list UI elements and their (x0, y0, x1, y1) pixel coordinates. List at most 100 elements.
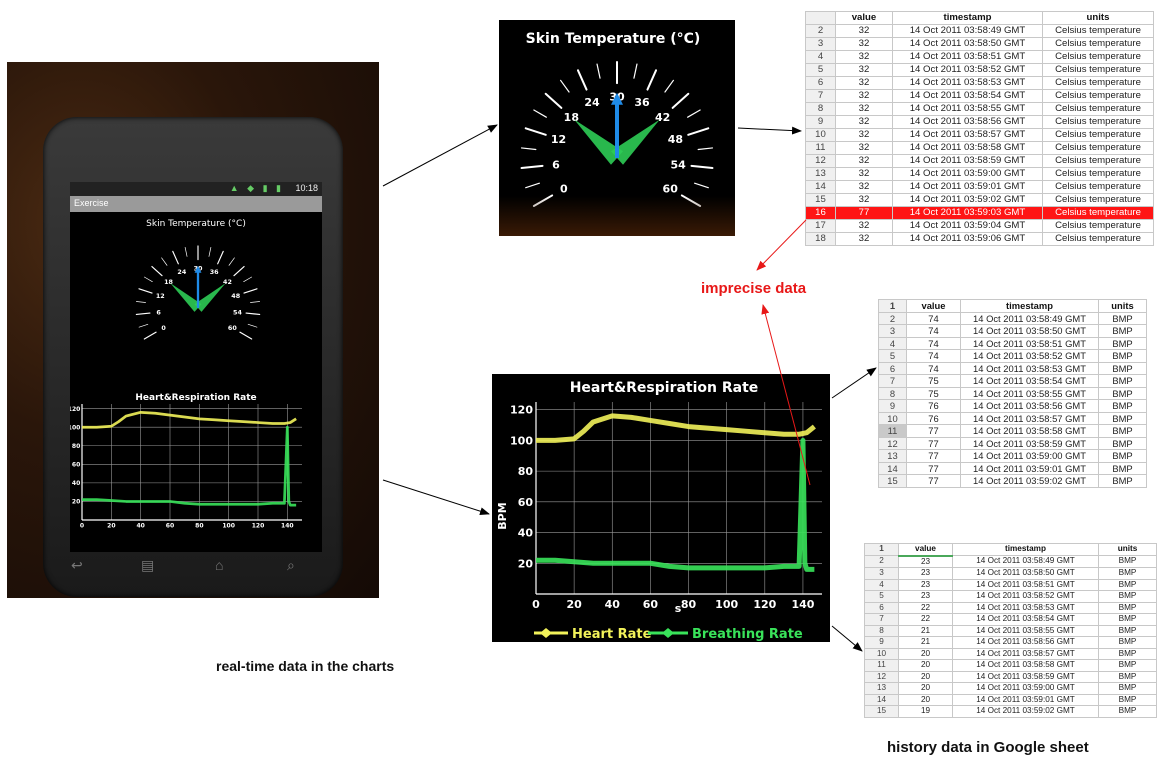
units-cell[interactable]: BMP (1098, 399, 1147, 413)
value-cell[interactable]: 21 (898, 636, 953, 649)
row-number-cell[interactable]: 13 (805, 167, 836, 181)
row-number-cell[interactable]: 15 (864, 705, 899, 718)
units-cell[interactable]: BMP (1098, 555, 1157, 568)
search-icon[interactable]: ⌕ (287, 557, 295, 573)
sheet-header-value[interactable]: value (835, 11, 893, 25)
row-number-cell[interactable]: 14 (878, 461, 907, 475)
timestamp-cell[interactable]: 14 Oct 2011 03:58:57 GMT (952, 647, 1099, 660)
row-number-cell[interactable]: 15 (878, 474, 907, 488)
value-cell[interactable]: 21 (898, 624, 953, 637)
timestamp-cell[interactable]: 14 Oct 2011 03:58:53 GMT (952, 601, 1099, 614)
units-cell[interactable]: BMP (1098, 590, 1157, 603)
value-cell[interactable]: 32 (835, 232, 893, 246)
row-number-cell[interactable]: 9 (864, 636, 899, 649)
value-cell[interactable]: 23 (898, 555, 953, 568)
units-cell[interactable]: Celsius temperature (1042, 50, 1154, 64)
row-number-cell[interactable]: 11 (805, 141, 836, 155)
timestamp-cell[interactable]: 14 Oct 2011 03:58:50 GMT (952, 567, 1099, 580)
value-cell[interactable]: 32 (835, 141, 893, 155)
value-cell[interactable]: 32 (835, 167, 893, 181)
value-cell[interactable]: 32 (835, 180, 893, 194)
row-number-cell[interactable]: 17 (805, 219, 836, 233)
timestamp-cell[interactable]: 14 Oct 2011 03:58:58 GMT (892, 141, 1043, 155)
value-cell[interactable]: 32 (835, 76, 893, 90)
timestamp-cell[interactable]: 14 Oct 2011 03:59:00 GMT (952, 682, 1099, 695)
row-number-cell[interactable]: 13 (864, 682, 899, 695)
timestamp-cell[interactable]: 14 Oct 2011 03:58:57 GMT (960, 411, 1099, 425)
units-cell[interactable]: BMP (1098, 461, 1147, 475)
timestamp-cell[interactable]: 14 Oct 2011 03:58:59 GMT (892, 154, 1043, 168)
timestamp-cell[interactable]: 14 Oct 2011 03:58:57 GMT (892, 128, 1043, 142)
timestamp-cell[interactable]: 14 Oct 2011 03:59:02 GMT (952, 705, 1099, 718)
units-cell[interactable]: BMP (1098, 449, 1147, 463)
row-number-cell[interactable]: 5 (864, 590, 899, 603)
sheet-header-units[interactable]: units (1098, 299, 1147, 313)
value-cell[interactable]: 74 (906, 336, 961, 350)
units-cell[interactable]: Celsius temperature (1042, 115, 1154, 129)
units-cell[interactable]: Celsius temperature (1042, 37, 1154, 51)
row-number-cell[interactable]: 12 (864, 670, 899, 683)
timestamp-cell[interactable]: 14 Oct 2011 03:58:56 GMT (960, 399, 1099, 413)
sheet-header-timestamp[interactable]: timestamp (892, 11, 1043, 25)
row-number-cell[interactable]: 5 (878, 349, 907, 363)
row-number-cell[interactable]: 5 (805, 63, 836, 77)
timestamp-cell[interactable]: 14 Oct 2011 03:58:55 GMT (892, 102, 1043, 116)
row-number-cell[interactable]: 6 (805, 76, 836, 90)
units-cell[interactable]: BMP (1098, 659, 1157, 672)
row-number-cell[interactable]: 12 (805, 154, 836, 168)
value-cell[interactable]: 32 (835, 193, 893, 207)
units-cell[interactable]: BMP (1098, 705, 1157, 718)
value-cell[interactable]: 77 (906, 436, 961, 450)
timestamp-cell[interactable]: 14 Oct 2011 03:58:50 GMT (960, 324, 1099, 338)
value-cell[interactable]: 19 (898, 705, 953, 718)
timestamp-cell[interactable]: 14 Oct 2011 03:58:51 GMT (952, 578, 1099, 591)
timestamp-cell[interactable]: 14 Oct 2011 03:59:04 GMT (892, 219, 1043, 233)
row-number-cell[interactable]: 8 (864, 624, 899, 637)
home-icon[interactable]: ⌂ (215, 557, 224, 573)
timestamp-cell[interactable]: 14 Oct 2011 03:59:01 GMT (892, 180, 1043, 194)
units-cell[interactable]: BMP (1098, 682, 1157, 695)
value-cell[interactable]: 74 (906, 311, 961, 325)
units-cell[interactable]: Celsius temperature (1042, 180, 1154, 194)
row-number-cell[interactable]: 12 (878, 436, 907, 450)
units-cell[interactable]: Celsius temperature (1042, 63, 1154, 77)
units-cell[interactable]: Celsius temperature (1042, 102, 1154, 116)
sheet-header-timestamp[interactable]: timestamp (952, 543, 1099, 556)
timestamp-cell[interactable]: 14 Oct 2011 03:58:49 GMT (960, 311, 1099, 325)
timestamp-cell[interactable]: 14 Oct 2011 03:59:01 GMT (960, 461, 1099, 475)
units-cell[interactable]: Celsius temperature (1042, 141, 1154, 155)
row-number-cell[interactable]: 4 (878, 336, 907, 350)
units-cell[interactable]: Celsius temperature (1042, 206, 1154, 220)
menu-icon[interactable]: ▤ (141, 557, 155, 573)
units-cell[interactable]: BMP (1098, 349, 1147, 363)
units-cell[interactable]: BMP (1098, 636, 1157, 649)
row-number-cell[interactable]: 3 (864, 567, 899, 580)
sheet-row-number-header[interactable]: 1 (864, 543, 899, 556)
row-number-cell[interactable]: 10 (878, 411, 907, 425)
units-cell[interactable]: BMP (1098, 670, 1157, 683)
row-number-cell[interactable]: 6 (864, 601, 899, 614)
value-cell[interactable]: 74 (906, 361, 961, 375)
timestamp-cell[interactable]: 14 Oct 2011 03:58:54 GMT (952, 613, 1099, 626)
units-cell[interactable]: Celsius temperature (1042, 167, 1154, 181)
sheet-header-units[interactable]: units (1042, 11, 1154, 25)
units-cell[interactable]: BMP (1098, 436, 1147, 450)
value-cell[interactable]: 32 (835, 102, 893, 116)
row-number-cell[interactable]: 8 (878, 386, 907, 400)
row-number-cell[interactable]: 11 (864, 659, 899, 672)
units-cell[interactable]: BMP (1098, 567, 1157, 580)
value-cell[interactable]: 32 (835, 50, 893, 64)
timestamp-cell[interactable]: 14 Oct 2011 03:59:01 GMT (952, 693, 1099, 706)
value-cell[interactable]: 23 (898, 590, 953, 603)
row-number-cell[interactable]: 2 (864, 555, 899, 568)
value-cell[interactable]: 77 (906, 461, 961, 475)
timestamp-cell[interactable]: 14 Oct 2011 03:58:56 GMT (892, 115, 1043, 129)
units-cell[interactable]: BMP (1098, 474, 1147, 488)
timestamp-cell[interactable]: 14 Oct 2011 03:59:02 GMT (960, 474, 1099, 488)
row-number-cell[interactable]: 10 (864, 647, 899, 660)
timestamp-cell[interactable]: 14 Oct 2011 03:58:53 GMT (892, 76, 1043, 90)
timestamp-cell[interactable]: 14 Oct 2011 03:58:49 GMT (952, 555, 1099, 568)
row-number-cell[interactable]: 8 (805, 102, 836, 116)
row-number-cell[interactable]: 13 (878, 449, 907, 463)
value-cell[interactable]: 20 (898, 682, 953, 695)
